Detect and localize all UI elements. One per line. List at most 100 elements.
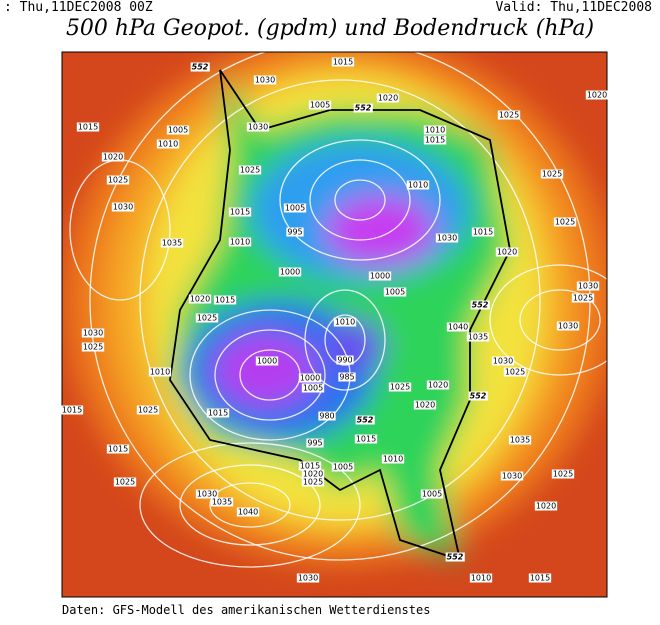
label-box: [301, 383, 325, 393]
height-label: 552: [357, 416, 374, 425]
isobar-label: 1025: [138, 406, 158, 415]
isobar-label: 1030: [437, 234, 457, 243]
label-box: [253, 75, 277, 85]
isobar-label: 1020: [536, 502, 556, 511]
label-box: [286, 227, 304, 237]
isobar-label: 1040: [448, 323, 468, 332]
label-box: [468, 391, 488, 401]
isobar-label: 1010: [158, 140, 178, 149]
label-box: [333, 317, 357, 327]
isobar-label: 1015: [230, 208, 250, 217]
isobar-label: 1015: [108, 445, 128, 454]
isobar-label: 1010: [230, 238, 250, 247]
label-box: [101, 152, 125, 162]
isobar-label: 1030: [255, 76, 275, 85]
isobar-label: 1000: [280, 268, 300, 277]
label-box: [413, 400, 437, 410]
label-box: [301, 469, 325, 479]
label-box: [376, 93, 400, 103]
height-label: 552: [192, 63, 209, 72]
isobar-label: 985: [339, 373, 354, 382]
isobar-label: 1015: [300, 462, 320, 471]
label-box: [238, 165, 262, 175]
label-box: [255, 356, 279, 366]
isobar-label: 1025: [555, 218, 575, 227]
isobar-label: 1015: [530, 574, 550, 583]
isobar-label: 1005: [422, 490, 442, 499]
label-box: [188, 294, 212, 304]
isobar-label: 1035: [468, 333, 488, 342]
label-box: [166, 125, 190, 135]
isobar-label: 1005: [333, 463, 353, 472]
label-box: [508, 435, 532, 445]
isobar-label: 1015: [208, 409, 228, 418]
label-box: [500, 471, 524, 481]
valid-time: Valid: Thu,11DEC2008: [495, 0, 652, 15]
label-box: [113, 477, 137, 487]
label-box: [296, 573, 320, 583]
label-box: [368, 271, 392, 281]
label-box: [576, 281, 600, 291]
isobar-label: 1025: [83, 343, 103, 352]
label-box: [308, 100, 332, 110]
label-box: [236, 507, 260, 517]
label-box: [497, 110, 521, 120]
label-box: [190, 62, 210, 72]
isobar-label: 1030: [298, 574, 318, 583]
isobar-label: 1030: [113, 203, 133, 212]
isobar-label: 1035: [510, 436, 530, 445]
label-box: [491, 356, 515, 366]
label-box: [426, 380, 450, 390]
isobar-label: 1025: [197, 314, 217, 323]
label-box: [298, 461, 322, 471]
isobar-label: 1020: [303, 470, 323, 479]
isobar-label: 1030: [558, 322, 578, 331]
isobar-label: 1020: [587, 91, 607, 100]
label-box: [540, 169, 564, 179]
label-box: [571, 293, 595, 303]
isobar-label: 1030: [197, 490, 217, 499]
label-box: [388, 382, 412, 392]
isobar-label: 1025: [499, 111, 519, 120]
isobar-label: 1015: [215, 296, 235, 305]
run-time: : Thu,11DEC2008 00Z: [4, 0, 153, 15]
isobar-label: 995: [287, 228, 302, 237]
isobar-label: 990: [337, 356, 352, 365]
isobar-label: 1020: [428, 381, 448, 390]
label-box: [206, 408, 230, 418]
isobar-label: 1005: [168, 126, 188, 135]
label-box: [148, 367, 172, 377]
field: [62, 52, 607, 597]
isobar-label: 1020: [378, 94, 398, 103]
label-box: [381, 454, 405, 464]
isobar-label: 1000: [300, 374, 320, 383]
label-box: [156, 139, 180, 149]
isobar-label: 1010: [335, 318, 355, 327]
label-box: [298, 373, 322, 383]
isobar-label: 1035: [162, 239, 182, 248]
height-label: 552: [472, 301, 489, 310]
label-box: [195, 489, 219, 499]
label-box: [106, 175, 130, 185]
height-label: 552: [355, 104, 372, 113]
isobar-label: 1025: [390, 383, 410, 392]
isobar-label: 1005: [310, 101, 330, 110]
label-box: [551, 469, 575, 479]
isobar-label: 1015: [78, 123, 98, 132]
isobar-label: 1005: [303, 384, 323, 393]
isobar-label: 1010: [425, 126, 445, 135]
label-box: [228, 207, 252, 217]
label-box: [495, 247, 519, 257]
map-frame: [61, 51, 608, 598]
isobar-label: 1000: [257, 357, 277, 366]
label-box: [76, 122, 100, 132]
isobar-label: 1020: [415, 401, 435, 410]
label-box: [111, 202, 135, 212]
isobar-label: 1025: [303, 478, 323, 487]
label-box: [553, 217, 577, 227]
label-box: [213, 295, 237, 305]
isobar-label: 1020: [103, 153, 123, 162]
isobar-label: 1000: [370, 272, 390, 281]
